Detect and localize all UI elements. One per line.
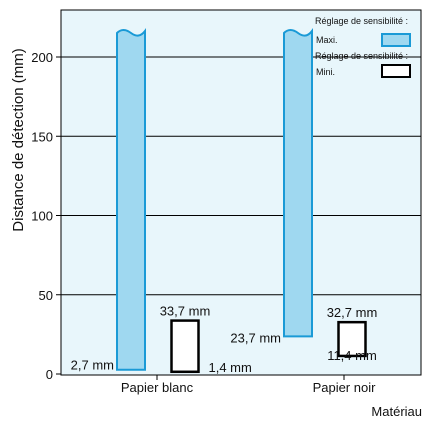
bar-mini — [337, 320, 367, 358]
y-axis-label: Distance de détection (mm) — [10, 48, 27, 231]
bar-maxi — [283, 28, 313, 338]
y-tick-label: 50 — [39, 288, 53, 303]
legend-swatch-max — [381, 33, 411, 47]
legend: Réglage de sensibilité : Maxi. Réglage d… — [315, 16, 411, 78]
legend-swatch-min — [381, 64, 411, 78]
bar-mini-top-label: 32,7 mm — [327, 305, 378, 320]
x-axis-label: Matériau — [371, 404, 422, 419]
y-tick-label: 200 — [31, 50, 53, 65]
y-tick-label: 0 — [46, 367, 53, 382]
bar-maxi-bottom-label: 2,7 mm — [71, 358, 114, 373]
bar-mini-top-label: 33,7 mm — [160, 304, 211, 319]
legend-label-max: Maxi. — [316, 35, 338, 45]
y-axis-ticks: 0 50 100 150 200 — [31, 50, 61, 382]
bar-mini-bottom-label: 1,4 mm — [209, 360, 252, 375]
bar-maxi-bottom-label: 23,7 mm — [230, 330, 281, 345]
bars: 2,7 mm 33,7 mm 1,4 mm 23,7 mm 32,7 mm 11,4 mm — [71, 28, 378, 375]
x-category-label: Papier blanc — [121, 380, 194, 395]
x-axis-categories: Papier blanc Papier noir — [121, 375, 376, 395]
x-category-label: Papier noir — [313, 380, 377, 395]
legend-title-min: Réglage de sensibilité : — [315, 51, 408, 61]
legend-label-min: Mini. — [316, 67, 335, 77]
plot-area — [60, 9, 422, 376]
bar-mini-bottom-label: 11,4 mm — [327, 348, 377, 363]
bar-mini — [170, 319, 200, 374]
legend-title-max: Réglage de sensibilité : — [315, 16, 408, 26]
y-tick-label: 150 — [31, 129, 53, 144]
bar-maxi — [116, 28, 146, 371]
y-tick-label: 100 — [31, 209, 53, 224]
